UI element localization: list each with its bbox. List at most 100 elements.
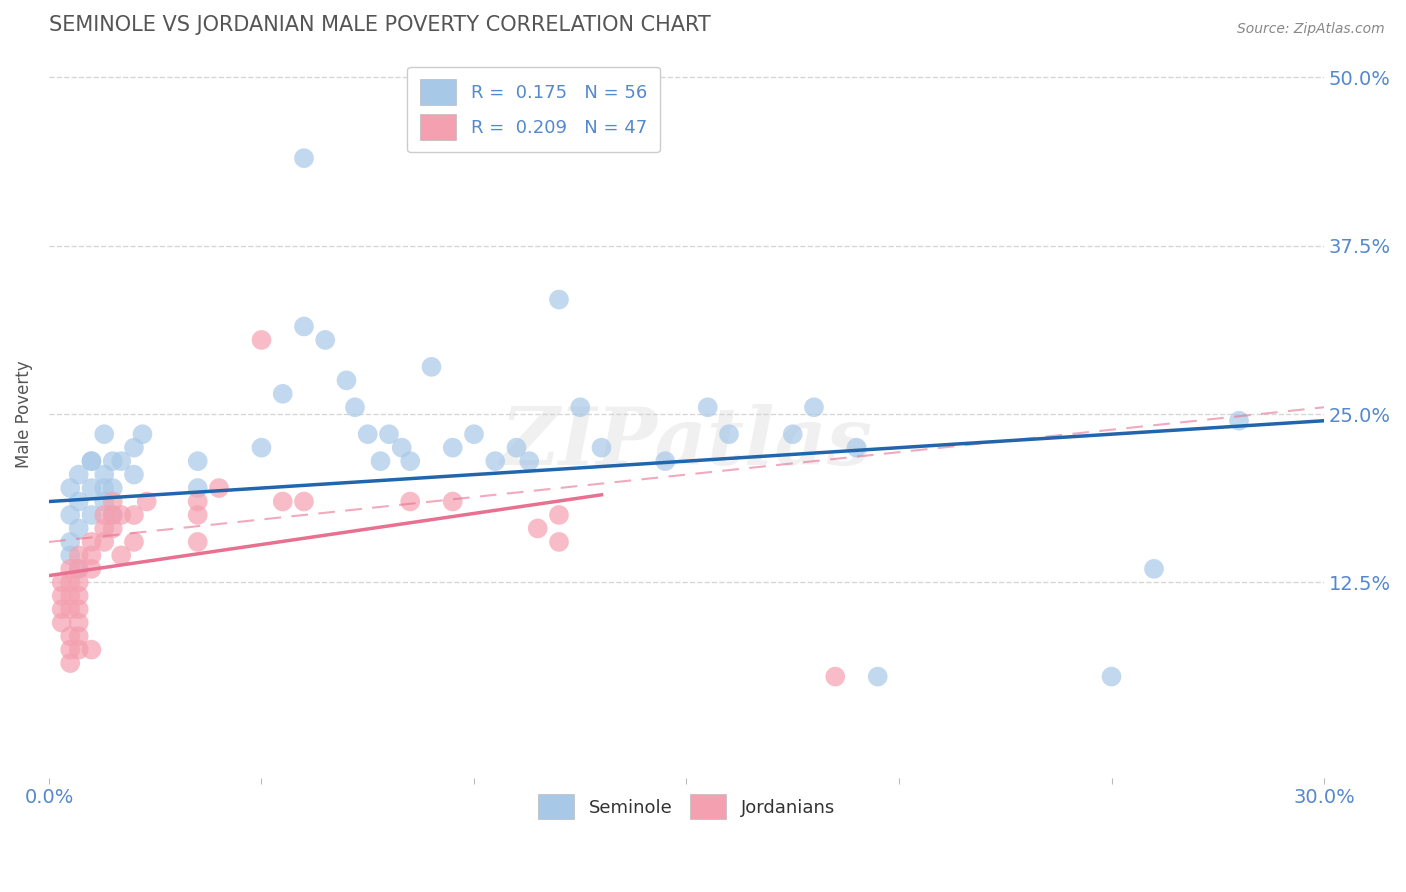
Point [67, 494, 90, 508]
Point [80, 562, 103, 576]
Point [370, 454, 392, 468]
Point [314, 333, 336, 347]
Point [101, 508, 124, 522]
Point [505, 441, 527, 455]
Point [110, 454, 132, 468]
Point [59, 602, 82, 616]
Point [845, 441, 868, 455]
Point [548, 535, 571, 549]
Point [59, 575, 82, 590]
Point [866, 669, 889, 683]
Point [292, 319, 315, 334]
Point [80, 454, 103, 468]
Point [187, 494, 209, 508]
Text: ZIPatlas: ZIPatlas [501, 404, 873, 482]
Point [51, 602, 73, 616]
Point [208, 481, 231, 495]
Point [101, 494, 124, 508]
Point [59, 508, 82, 522]
Point [59, 629, 82, 643]
Point [292, 494, 315, 508]
Point [122, 441, 145, 455]
Point [250, 441, 273, 455]
Point [59, 549, 82, 563]
Point [59, 656, 82, 670]
Point [1227, 414, 1250, 428]
Point [67, 642, 90, 657]
Point [357, 427, 380, 442]
Point [187, 535, 209, 549]
Point [548, 508, 571, 522]
Point [67, 615, 90, 630]
Text: SEMINOLE VS JORDANIAN MALE POVERTY CORRELATION CHART: SEMINOLE VS JORDANIAN MALE POVERTY CORRE… [49, 15, 710, 35]
Point [101, 454, 124, 468]
Point [122, 535, 145, 549]
Point [343, 401, 366, 415]
Point [271, 494, 294, 508]
Point [441, 441, 464, 455]
Point [93, 521, 115, 535]
Point [67, 575, 90, 590]
Point [782, 427, 804, 442]
Point [110, 508, 132, 522]
Point [59, 642, 82, 657]
Point [80, 481, 103, 495]
Point [803, 401, 825, 415]
Point [271, 386, 294, 401]
Point [1101, 669, 1123, 683]
Point [122, 467, 145, 482]
Point [463, 427, 485, 442]
Point [1143, 562, 1166, 576]
Point [131, 427, 153, 442]
Point [696, 401, 718, 415]
Point [122, 508, 145, 522]
Point [80, 642, 103, 657]
Point [110, 549, 132, 563]
Point [59, 481, 82, 495]
Point [51, 575, 73, 590]
Point [187, 481, 209, 495]
Point [51, 589, 73, 603]
Point [67, 562, 90, 576]
Point [80, 535, 103, 549]
Point [187, 508, 209, 522]
Point [399, 454, 422, 468]
Point [135, 494, 157, 508]
Point [93, 535, 115, 549]
Point [59, 589, 82, 603]
Point [391, 441, 413, 455]
Point [101, 508, 124, 522]
Point [399, 494, 422, 508]
Point [59, 535, 82, 549]
Point [93, 467, 115, 482]
Point [250, 333, 273, 347]
Point [93, 481, 115, 495]
Point [67, 629, 90, 643]
Point [441, 494, 464, 508]
Point [517, 454, 540, 468]
Point [67, 589, 90, 603]
Point [824, 669, 846, 683]
Point [93, 494, 115, 508]
Point [80, 508, 103, 522]
Point [80, 454, 103, 468]
Point [67, 562, 90, 576]
Point [93, 427, 115, 442]
Point [80, 549, 103, 563]
Y-axis label: Male Poverty: Male Poverty [15, 360, 32, 467]
Point [484, 454, 506, 468]
Point [101, 481, 124, 495]
Point [335, 373, 357, 387]
Point [526, 521, 548, 535]
Point [67, 467, 90, 482]
Point [548, 293, 571, 307]
Point [67, 549, 90, 563]
Point [292, 151, 315, 165]
Point [51, 615, 73, 630]
Point [187, 454, 209, 468]
Point [717, 427, 740, 442]
Point [654, 454, 676, 468]
Point [569, 401, 592, 415]
Text: Source: ZipAtlas.com: Source: ZipAtlas.com [1237, 22, 1385, 37]
Point [378, 427, 401, 442]
